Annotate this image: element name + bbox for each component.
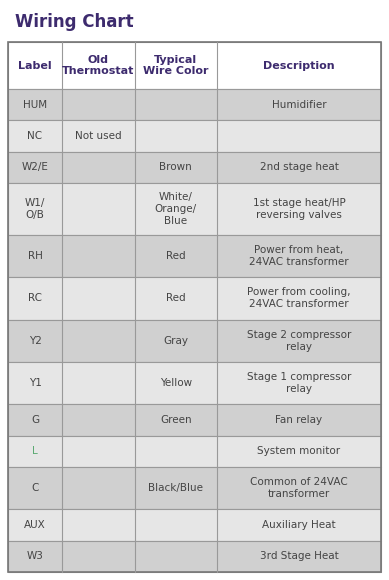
Text: RH: RH [28,251,42,261]
Bar [8,404,381,436]
Bar [8,152,381,183]
Text: HUM: HUM [23,100,47,110]
Text: W2/E: W2/E [22,162,49,172]
Text: Old
Thermostat: Old Thermostat [62,55,135,77]
Bar [8,509,381,541]
Bar [8,362,381,404]
Text: Red: Red [166,251,186,261]
Bar [8,541,381,572]
Text: System monitor: System monitor [258,446,340,456]
Text: W1/
O/B: W1/ O/B [25,198,45,220]
Text: Power from heat,
24VAC transformer: Power from heat, 24VAC transformer [249,245,349,267]
Text: Fan relay: Fan relay [275,415,322,425]
Bar [8,42,381,89]
Text: G: G [31,415,39,425]
Text: NC: NC [28,131,43,141]
Text: White/
Orange/
Blue: White/ Orange/ Blue [155,192,197,226]
Text: 2nd stage heat: 2nd stage heat [259,162,338,172]
Text: Gray: Gray [163,336,188,346]
Text: C: C [32,483,39,493]
Text: 3rd Stage Heat: 3rd Stage Heat [259,552,338,561]
Bar [8,467,381,509]
Text: AUX: AUX [24,520,46,530]
Bar [8,320,381,362]
Text: Brown: Brown [159,162,192,172]
Text: Not used: Not used [75,131,122,141]
Text: RC: RC [28,293,42,303]
Text: Common of 24VAC
transformer: Common of 24VAC transformer [250,477,348,499]
Text: Yellow: Yellow [160,378,192,388]
Text: Description: Description [263,60,335,71]
Text: Humidifier: Humidifier [272,100,326,110]
Text: Auxiliary Heat: Auxiliary Heat [262,520,336,530]
Text: Y1: Y1 [29,378,42,388]
Text: Wiring Chart: Wiring Chart [15,13,134,31]
Bar [8,277,381,320]
Bar [8,183,381,235]
Bar [8,436,381,467]
Text: Y2: Y2 [29,336,42,346]
Text: W3: W3 [26,552,44,561]
Text: Typical
Wire Color: Typical Wire Color [143,55,209,77]
Bar [8,235,381,277]
Text: Label: Label [18,60,52,71]
Text: Stage 1 compressor
relay: Stage 1 compressor relay [247,372,351,394]
Text: Red: Red [166,293,186,303]
Text: Power from cooling,
24VAC transformer: Power from cooling, 24VAC transformer [247,287,351,309]
Text: L: L [32,446,38,456]
Text: Black/Blue: Black/Blue [148,483,203,493]
Text: Green: Green [160,415,192,425]
Text: Stage 2 compressor
relay: Stage 2 compressor relay [247,329,351,351]
Bar [8,89,381,121]
Bar [8,121,381,152]
Text: 1st stage heat/HP
reversing valves: 1st stage heat/HP reversing valves [252,198,345,220]
